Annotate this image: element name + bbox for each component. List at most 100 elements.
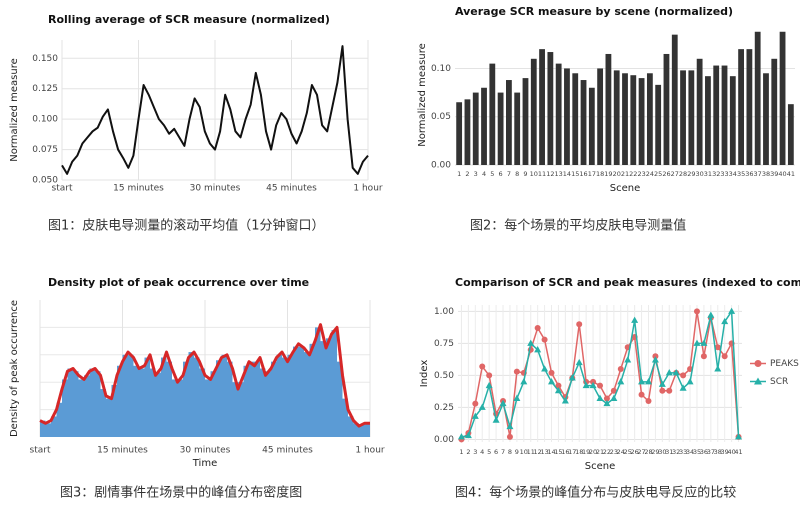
marker (638, 378, 646, 385)
bar (638, 78, 645, 165)
y-tick-label: 0.00 (431, 161, 451, 171)
bar (539, 49, 545, 165)
x-tick-label: 14 (563, 170, 571, 178)
histogram-bar (205, 379, 211, 437)
x-tick-label: 1 (459, 448, 463, 456)
marker (561, 397, 569, 404)
bar (663, 53, 670, 166)
x-tick-label: 28 (644, 448, 652, 456)
marker (645, 398, 652, 405)
x-tick-label: 21 (621, 170, 629, 178)
x-tick-label: 5 (487, 448, 491, 456)
histogram-bar (315, 327, 321, 437)
bar (655, 84, 662, 165)
histogram-bar (89, 368, 95, 437)
x-tick-label: 5 (490, 170, 494, 178)
x-tick-label: 2 (466, 448, 470, 456)
x-tick-label: 33 (679, 448, 687, 456)
x-tick-label: 7 (507, 170, 511, 178)
histogram-bar (62, 379, 68, 437)
marker (590, 378, 597, 385)
caption: 图3：剧情事件在场景中的峰值分布密度图 (60, 485, 302, 501)
y-axis-label: Index (419, 360, 430, 388)
bar (464, 99, 471, 165)
histogram-bar (359, 424, 365, 437)
y-axis-label: Normalized measure (417, 43, 428, 147)
bar (630, 75, 637, 165)
y-tick-label: 0.100 (32, 115, 58, 125)
bar (497, 92, 504, 165)
marker (534, 346, 542, 353)
x-tick-label: 37 (754, 170, 762, 178)
histogram-bar (337, 361, 343, 437)
caption: 图4：每个场景的峰值分布与皮肤电导反应的比较 (455, 485, 736, 501)
bar (456, 102, 463, 165)
bar (489, 63, 496, 165)
histogram-bar (216, 360, 222, 437)
x-tick-label: 26 (662, 170, 670, 178)
marker (541, 336, 548, 343)
x-tick-label: 16 (579, 170, 587, 178)
y-tick-label: 0.00 (434, 435, 454, 445)
bar (763, 73, 769, 165)
x-tick-label: 16 (561, 448, 569, 456)
histogram-bar (73, 371, 79, 437)
histogram-bar (40, 420, 46, 437)
marker (589, 381, 597, 389)
marker (624, 356, 632, 363)
bar (746, 49, 753, 165)
x-tick-label: 12 (534, 448, 542, 456)
bar (564, 68, 570, 165)
histogram-bar (133, 365, 139, 437)
histogram-bar (122, 354, 128, 437)
x-tick-label: 32 (712, 170, 720, 178)
chart-title: Average SCR measure by scene (normalized… (455, 5, 733, 18)
marker (568, 374, 576, 381)
marker (631, 316, 639, 323)
marker (714, 365, 722, 372)
x-tick-label: 35 (693, 448, 701, 456)
marker (603, 399, 611, 407)
legend-marker (754, 377, 762, 385)
marker (527, 339, 535, 346)
x-tick-label: 19 (604, 170, 612, 178)
bar (754, 31, 761, 165)
y-axis-label: Density of peak occurrence (9, 300, 20, 437)
x-tick-label: 1 hour (355, 446, 385, 456)
histogram-bar (166, 361, 172, 437)
bar (779, 31, 786, 165)
x-tick-label: start (52, 184, 73, 194)
x-tick-label: 15 (571, 170, 579, 178)
marker (651, 356, 659, 363)
x-axis-label: Time (192, 458, 217, 469)
x-tick-label: 3 (474, 170, 478, 178)
x-tick-label: 24 (617, 448, 625, 456)
x-tick-label: 31 (704, 170, 712, 178)
marker (721, 317, 729, 325)
x-tick-label: 45 minutes (262, 446, 313, 456)
marker (735, 433, 743, 440)
histogram-bar (287, 354, 293, 437)
marker (479, 363, 486, 370)
x-tick-label: 11 (538, 170, 546, 178)
bar (729, 76, 736, 165)
marker (686, 378, 694, 385)
x-tick-label: 15 (554, 448, 562, 456)
x-tick-label: 20 (613, 170, 621, 178)
marker (693, 308, 700, 315)
bar (771, 58, 778, 165)
x-tick-label: 29 (651, 448, 659, 456)
marker (659, 387, 666, 394)
marker (548, 369, 555, 376)
histogram-bar (199, 368, 205, 437)
x-tick-label: 22 (603, 448, 611, 456)
bar (605, 53, 612, 166)
marker (472, 400, 479, 407)
x-tick-label: 9 (515, 448, 519, 456)
chart-title: Density plot of peak occurrence over tim… (48, 276, 309, 289)
bar (688, 70, 695, 165)
histogram-bar (221, 354, 227, 437)
histogram-bar (238, 382, 244, 437)
histogram-bar (260, 368, 266, 437)
